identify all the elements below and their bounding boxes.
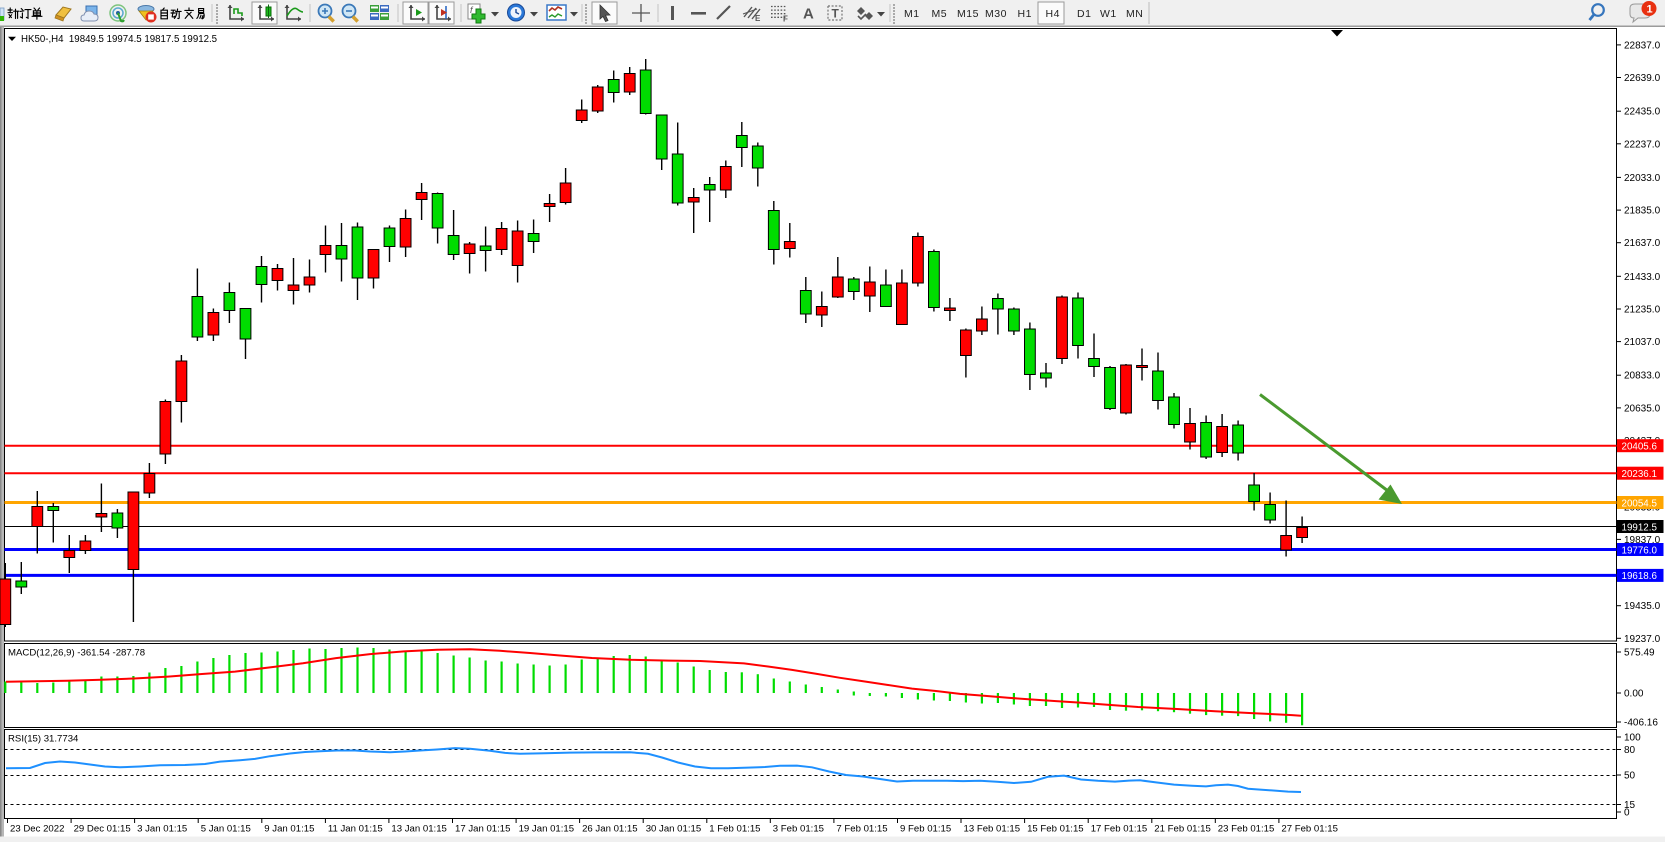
svg-text:19912.5: 19912.5 <box>1622 522 1658 533</box>
svg-text:M5: M5 <box>932 8 948 20</box>
svg-text:T: T <box>832 7 840 21</box>
svg-text:17 Feb 01:15: 17 Feb 01:15 <box>1091 824 1148 835</box>
svg-text:H1: H1 <box>1018 8 1032 20</box>
svg-text:21235.0: 21235.0 <box>1624 305 1661 316</box>
svg-text:19837.0: 19837.0 <box>1624 535 1661 546</box>
svg-text:22033.0: 22033.0 <box>1624 173 1661 184</box>
svg-text:21 Feb 01:15: 21 Feb 01:15 <box>1154 824 1211 835</box>
svg-text:19 Jan 01:15: 19 Jan 01:15 <box>519 824 574 835</box>
svg-text:M1: M1 <box>904 8 920 20</box>
svg-text:W1: W1 <box>1100 8 1117 20</box>
svg-text:MACD(12,26,9) -361.54 -287.78: MACD(12,26,9) -361.54 -287.78 <box>8 648 145 659</box>
svg-text:0.00: 0.00 <box>1624 689 1644 700</box>
svg-text:D1: D1 <box>1077 8 1091 20</box>
svg-text:20635.0: 20635.0 <box>1624 403 1661 414</box>
svg-text:100: 100 <box>1624 733 1641 744</box>
svg-text:21637.0: 21637.0 <box>1624 238 1661 249</box>
svg-text:19237.0: 19237.0 <box>1624 634 1661 645</box>
svg-text:17 Jan 01:15: 17 Jan 01:15 <box>455 824 510 835</box>
svg-text:7 Feb 01:15: 7 Feb 01:15 <box>836 824 887 835</box>
svg-text:21433.0: 21433.0 <box>1624 272 1661 283</box>
svg-text:30 Jan 01:15: 30 Jan 01:15 <box>646 824 701 835</box>
svg-text:-406.16: -406.16 <box>1624 718 1658 729</box>
svg-text:19776.0: 19776.0 <box>1622 545 1658 556</box>
svg-text:A: A <box>803 6 814 23</box>
svg-text:M15: M15 <box>957 8 979 20</box>
svg-text:H4: H4 <box>1046 8 1060 20</box>
svg-text:1: 1 <box>1647 4 1653 16</box>
svg-text:3 Feb 01:15: 3 Feb 01:15 <box>773 824 824 835</box>
svg-text:13 Feb 01:15: 13 Feb 01:15 <box>964 824 1021 835</box>
svg-text:23 Feb 01:15: 23 Feb 01:15 <box>1218 824 1275 835</box>
svg-text:5 Jan 01:15: 5 Jan 01:15 <box>201 824 251 835</box>
svg-text:27 Feb 01:15: 27 Feb 01:15 <box>1281 824 1338 835</box>
svg-text:f: f <box>470 5 474 15</box>
svg-text:3 Jan 01:15: 3 Jan 01:15 <box>137 824 187 835</box>
svg-text:50: 50 <box>1624 771 1636 782</box>
svg-text:13 Jan 01:15: 13 Jan 01:15 <box>391 824 446 835</box>
svg-text:F: F <box>783 15 788 24</box>
svg-text:20054.5: 20054.5 <box>1622 498 1658 509</box>
svg-text:20236.1: 20236.1 <box>1622 469 1657 480</box>
svg-text:11 Jan 01:15: 11 Jan 01:15 <box>328 824 383 835</box>
svg-text:M30: M30 <box>985 8 1007 20</box>
svg-text:HK50-,H4 19849.5 19974.5 1981: HK50-,H4 19849.5 19974.5 19817.5 19912.5 <box>21 34 217 45</box>
svg-text:22237.0: 22237.0 <box>1624 139 1661 150</box>
svg-text:22435.0: 22435.0 <box>1624 107 1661 118</box>
svg-text:9 Feb 01:15: 9 Feb 01:15 <box>900 824 951 835</box>
svg-text:20405.6: 20405.6 <box>1622 442 1658 453</box>
svg-text:20833.0: 20833.0 <box>1624 371 1661 382</box>
svg-text:19435.0: 19435.0 <box>1624 601 1661 612</box>
svg-text:80: 80 <box>1624 745 1636 756</box>
svg-text:0: 0 <box>1624 808 1630 819</box>
svg-text:29 Dec 01:15: 29 Dec 01:15 <box>74 824 131 835</box>
svg-text:15 Feb 01:15: 15 Feb 01:15 <box>1027 824 1084 835</box>
svg-text:21037.0: 21037.0 <box>1624 337 1661 348</box>
svg-text:19618.6: 19618.6 <box>1622 571 1658 582</box>
svg-text:21835.0: 21835.0 <box>1624 206 1661 217</box>
svg-text:RSI(15) 31.7734: RSI(15) 31.7734 <box>8 734 79 745</box>
svg-text:1 Feb 01:15: 1 Feb 01:15 <box>709 824 760 835</box>
svg-text:23 Dec 2022: 23 Dec 2022 <box>10 824 64 835</box>
svg-text:26 Jan 01:15: 26 Jan 01:15 <box>582 824 637 835</box>
svg-text:15: 15 <box>1624 800 1636 811</box>
svg-text:575.49: 575.49 <box>1624 648 1655 659</box>
svg-text:9 Jan 01:15: 9 Jan 01:15 <box>264 824 314 835</box>
svg-text:22837.0: 22837.0 <box>1624 40 1661 51</box>
svg-text:22639.0: 22639.0 <box>1624 73 1661 84</box>
svg-text:MN: MN <box>1126 8 1143 20</box>
svg-text:E: E <box>755 14 761 23</box>
